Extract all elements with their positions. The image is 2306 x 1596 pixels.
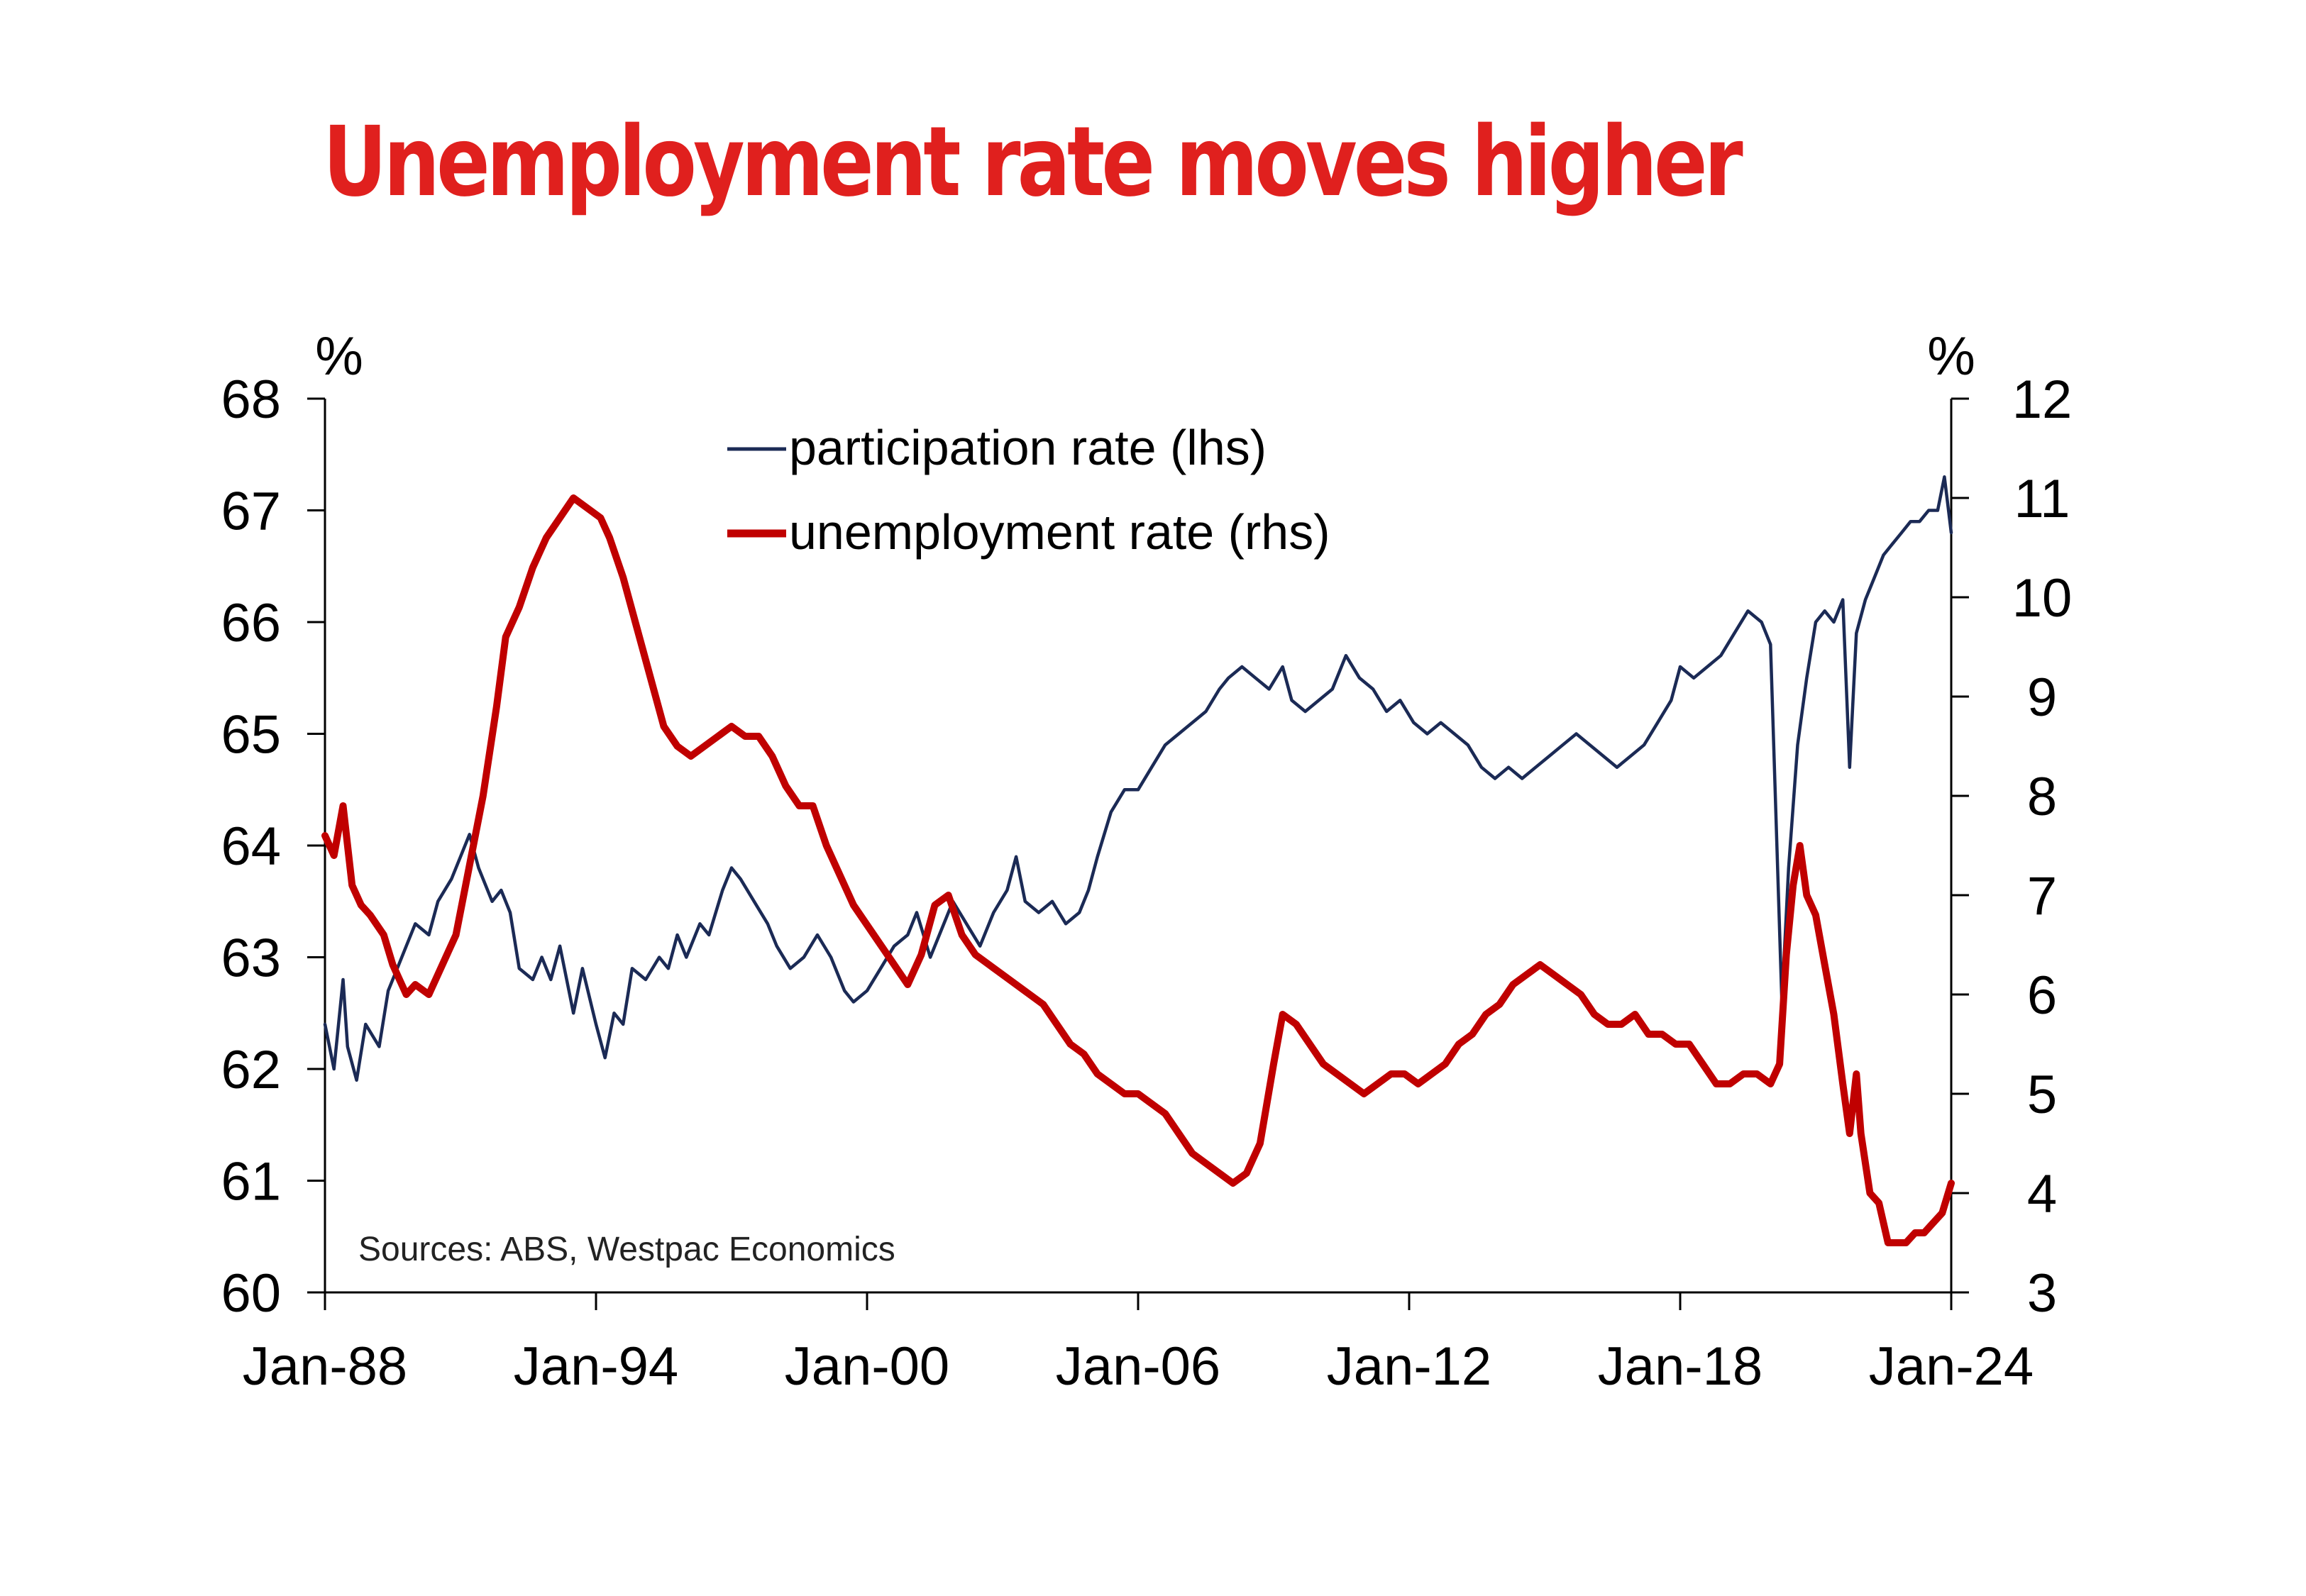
left-y-tick-label: 63 <box>221 929 281 989</box>
right-y-tick-label: 8 <box>2027 767 2057 827</box>
left-y-tick-label: 66 <box>221 593 281 653</box>
right-y-tick-label: 11 <box>2014 469 2070 529</box>
legend-label-unemployment: unemployment rate (rhs) <box>789 504 1330 560</box>
right-y-tick-label: 3 <box>2027 1263 2057 1324</box>
legend-label-participation: participation rate (lhs) <box>789 420 1267 475</box>
series-line-participation <box>323 475 1953 1082</box>
axes <box>307 397 1969 1310</box>
left-axis-unit: % <box>315 326 363 387</box>
right-axis-unit: % <box>1927 326 1975 387</box>
left-y-tick-label: 64 <box>221 816 281 877</box>
series-line-unemployment <box>321 494 1955 1246</box>
x-tick-label: Jan-24 <box>1869 1336 2034 1397</box>
legend: participation rate (lhs) unemployment ra… <box>727 420 1330 560</box>
source-note: Sources: ABS, Westpac Economics <box>358 1231 895 1268</box>
chart-title: Unemployment rate moves higher <box>323 106 1743 218</box>
right-y-tick-label: 6 <box>2027 965 2057 1026</box>
right-y-tick-label: 12 <box>2012 370 2073 430</box>
x-tick-label: Jan-06 <box>1056 1336 1220 1397</box>
left-y-tick-label: 65 <box>221 705 281 765</box>
left-y-tick-label: 68 <box>221 370 281 430</box>
x-tick-label: Jan-00 <box>785 1336 949 1397</box>
x-tick-label: Jan-18 <box>1598 1336 1762 1397</box>
left-y-tick-label: 60 <box>221 1263 281 1324</box>
x-tick-label: Jan-12 <box>1327 1336 1491 1397</box>
right-y-tick-label: 7 <box>2027 866 2057 926</box>
x-tick-label: Jan-88 <box>243 1336 407 1397</box>
right-y-tick-label: 4 <box>2027 1164 2057 1224</box>
right-y-tick-label: 10 <box>2012 568 2073 628</box>
left-y-tick-label: 67 <box>221 482 281 542</box>
right-y-tick-label: 5 <box>2027 1065 2057 1125</box>
right-y-tick-label: 9 <box>2027 667 2057 728</box>
series-lines <box>321 475 1955 1246</box>
left-y-tick-label: 61 <box>221 1152 281 1212</box>
x-tick-label: Jan-94 <box>514 1336 678 1397</box>
left-y-tick-label: 62 <box>221 1040 281 1100</box>
